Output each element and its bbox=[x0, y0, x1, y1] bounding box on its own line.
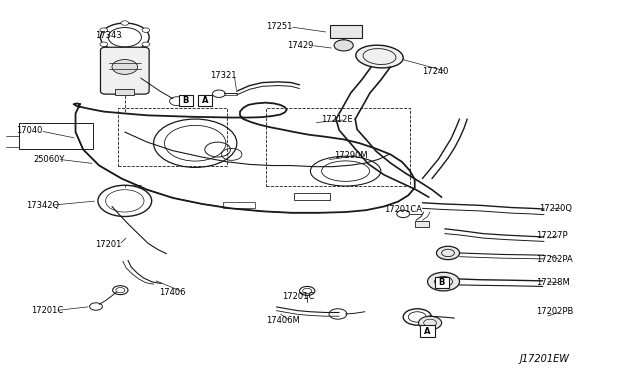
Circle shape bbox=[121, 21, 129, 25]
Bar bbox=[435, 277, 449, 288]
Bar bbox=[198, 95, 212, 106]
Bar bbox=[19, 123, 93, 149]
Text: 17240: 17240 bbox=[422, 67, 449, 76]
Text: 17201CA: 17201CA bbox=[384, 205, 422, 214]
Circle shape bbox=[436, 246, 460, 260]
Bar bbox=[179, 95, 193, 106]
Circle shape bbox=[112, 60, 138, 74]
Text: 17342Q: 17342Q bbox=[26, 201, 59, 210]
Text: 17212E: 17212E bbox=[321, 115, 353, 124]
Text: 17321: 17321 bbox=[210, 71, 236, 80]
Text: 17202PA: 17202PA bbox=[536, 255, 573, 264]
Bar bbox=[118, 108, 227, 166]
Ellipse shape bbox=[356, 45, 403, 68]
Bar bbox=[294, 193, 330, 200]
Bar bbox=[115, 89, 134, 95]
Circle shape bbox=[419, 316, 442, 330]
Circle shape bbox=[142, 42, 150, 46]
Text: 17220Q: 17220Q bbox=[539, 204, 572, 213]
Text: 17406M: 17406M bbox=[266, 316, 300, 325]
Bar bbox=[420, 326, 435, 337]
Text: 17343: 17343 bbox=[95, 31, 122, 40]
Bar bbox=[266, 108, 410, 186]
Text: 17040: 17040 bbox=[16, 126, 42, 135]
Circle shape bbox=[428, 272, 460, 291]
Circle shape bbox=[100, 28, 108, 32]
Text: 17202PB: 17202PB bbox=[536, 307, 573, 316]
Text: 17290M: 17290M bbox=[334, 151, 368, 160]
Circle shape bbox=[100, 42, 108, 46]
FancyBboxPatch shape bbox=[100, 47, 149, 94]
Text: 17227P: 17227P bbox=[536, 231, 568, 240]
Text: 17251: 17251 bbox=[266, 22, 292, 31]
Text: A: A bbox=[424, 327, 431, 336]
Text: B: B bbox=[438, 278, 445, 287]
Text: 25060Y: 25060Y bbox=[33, 155, 65, 164]
Bar bbox=[330, 25, 362, 38]
Text: 17228M: 17228M bbox=[536, 278, 570, 287]
Circle shape bbox=[142, 28, 150, 32]
Text: A: A bbox=[202, 96, 208, 105]
Text: 17201C: 17201C bbox=[31, 306, 63, 315]
Text: 17429: 17429 bbox=[287, 41, 313, 50]
Circle shape bbox=[121, 49, 129, 54]
Text: 17201: 17201 bbox=[95, 240, 121, 249]
Text: J17201EW: J17201EW bbox=[520, 354, 570, 364]
Bar bbox=[223, 202, 255, 208]
Text: 17406: 17406 bbox=[159, 288, 185, 296]
Circle shape bbox=[334, 40, 353, 51]
Text: 17201C: 17201C bbox=[282, 292, 314, 301]
Bar bbox=[415, 221, 429, 227]
Text: B: B bbox=[182, 96, 189, 105]
